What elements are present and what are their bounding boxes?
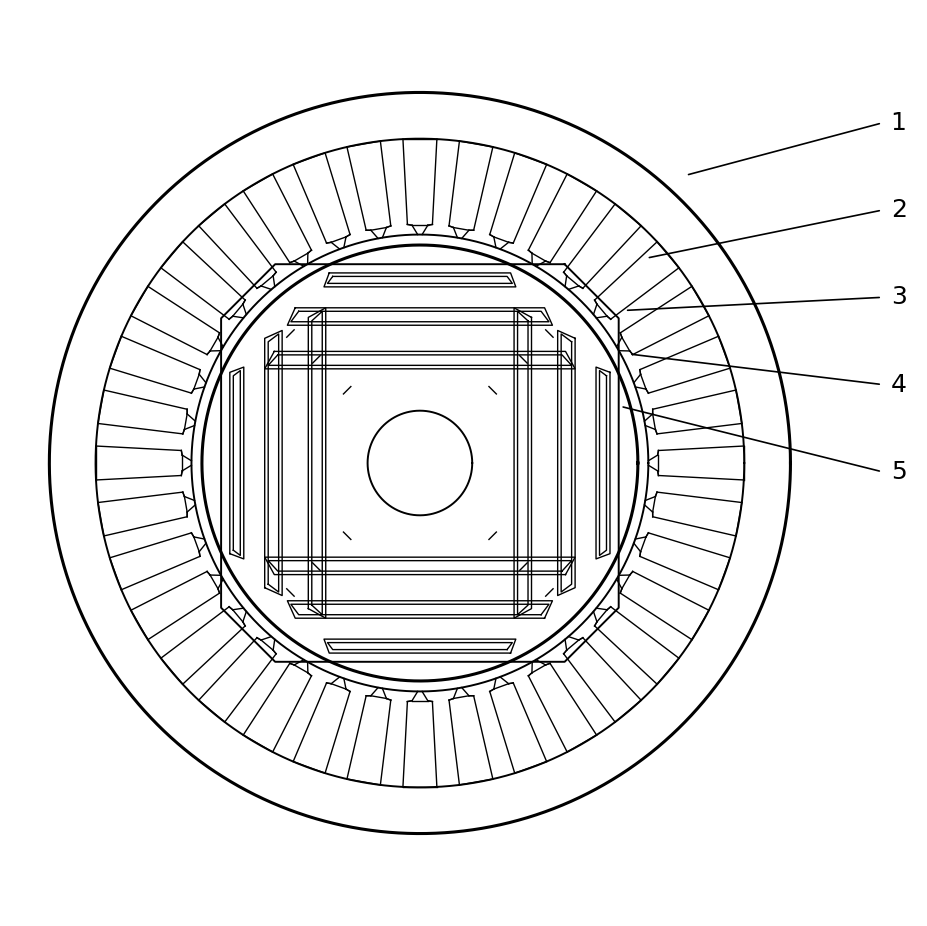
Text: 5: 5 bbox=[891, 459, 907, 483]
Text: 4: 4 bbox=[891, 372, 907, 396]
Text: 1: 1 bbox=[891, 111, 907, 135]
Text: 2: 2 bbox=[891, 198, 907, 222]
Text: 3: 3 bbox=[891, 285, 907, 309]
